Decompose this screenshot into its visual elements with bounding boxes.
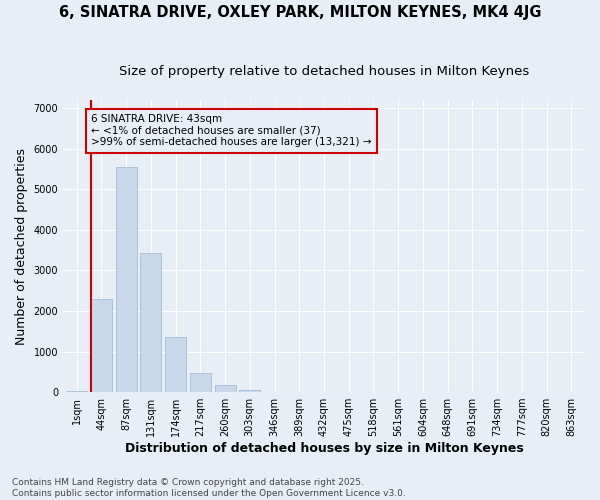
Bar	[190, 374, 211, 392]
Bar	[239, 390, 260, 392]
Y-axis label: Number of detached properties: Number of detached properties	[15, 148, 28, 344]
Bar	[66, 390, 87, 392]
Bar	[116, 167, 137, 392]
Bar	[215, 386, 236, 392]
X-axis label: Distribution of detached houses by size in Milton Keynes: Distribution of detached houses by size …	[125, 442, 523, 455]
Title: Size of property relative to detached houses in Milton Keynes: Size of property relative to detached ho…	[119, 65, 529, 78]
Bar	[91, 299, 112, 392]
Bar	[165, 337, 186, 392]
Text: 6, SINATRA DRIVE, OXLEY PARK, MILTON KEYNES, MK4 4JG: 6, SINATRA DRIVE, OXLEY PARK, MILTON KEY…	[59, 5, 541, 20]
Text: Contains HM Land Registry data © Crown copyright and database right 2025.
Contai: Contains HM Land Registry data © Crown c…	[12, 478, 406, 498]
Text: 6 SINATRA DRIVE: 43sqm
← <1% of detached houses are smaller (37)
>99% of semi-de: 6 SINATRA DRIVE: 43sqm ← <1% of detached…	[91, 114, 371, 148]
Bar	[140, 253, 161, 392]
